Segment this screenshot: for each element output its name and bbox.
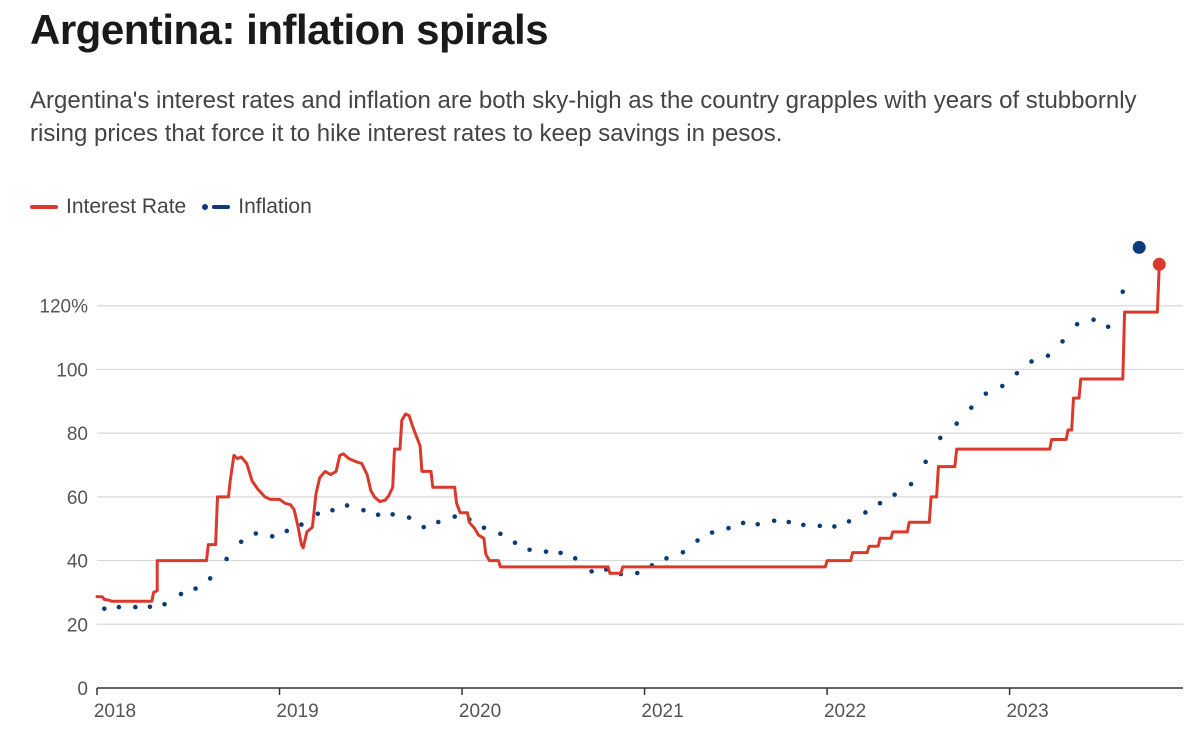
inflation-point <box>452 514 458 519</box>
chart-subtitle: Argentina's interest rates and inflation… <box>30 87 1137 147</box>
inflation-point <box>299 522 304 527</box>
interest-rate-end-point <box>1152 257 1166 271</box>
inflation-point <box>162 601 167 607</box>
y-tick-label: 20 <box>67 615 88 636</box>
inflation-point <box>832 524 837 529</box>
inflation-point <box>709 530 715 535</box>
x-tick-label: 2018 <box>94 701 136 722</box>
inflation-point <box>1029 359 1034 364</box>
legend-label-interest-rate: Interest Rate <box>66 195 187 218</box>
inflation-point <box>983 391 989 396</box>
inflation-point <box>375 512 381 517</box>
inflation-point <box>344 503 350 508</box>
inflation-end-point <box>1132 240 1146 254</box>
inflation-point <box>863 510 868 515</box>
y-tick-label: 60 <box>67 488 88 509</box>
y-tick-label: 120% <box>39 297 88 318</box>
x-tick-label: 2020 <box>459 701 501 722</box>
x-axis: 2018 2019 2020 2021 2022 2023 <box>94 687 1183 722</box>
inflation-point <box>253 531 259 536</box>
chart-title: Argentina: inflation spirals <box>30 6 549 53</box>
inflation-point <box>786 519 792 525</box>
grid-lines <box>97 305 1183 625</box>
inflation-point <box>238 539 244 545</box>
legend: Interest Rate Inflation <box>30 193 328 221</box>
x-tick-label: 2019 <box>276 701 318 722</box>
inflation-point <box>968 405 974 410</box>
inflation-point <box>133 604 138 610</box>
inflation-point <box>512 540 518 546</box>
y-tick-label: 0 <box>77 679 88 700</box>
inflation-point <box>1091 317 1096 323</box>
inflation-point <box>937 435 943 441</box>
inflation-point <box>193 586 198 591</box>
inflation-point <box>908 481 914 487</box>
inflation-point <box>801 522 806 528</box>
inflation-point <box>481 525 487 531</box>
series-interest-rate <box>95 257 1166 603</box>
inflation-point <box>877 500 883 506</box>
inflation-point <box>361 507 366 513</box>
legend-item-interest-rate: Interest Rate <box>30 195 186 219</box>
inflation-point <box>1120 289 1126 294</box>
inflation-point <box>543 549 549 554</box>
inflation-point <box>147 604 153 610</box>
inflation-point <box>178 591 184 597</box>
y-axis-tick-labels: 0 20 40 60 80 100 120% <box>39 297 88 700</box>
inflation-point <box>315 511 321 517</box>
inflation-point <box>436 519 441 525</box>
inflation-point <box>755 521 761 527</box>
inflation-point <box>1014 370 1020 376</box>
inflation-point <box>954 421 959 426</box>
x-tick-label: 2022 <box>824 701 866 722</box>
inflation-point <box>330 507 335 513</box>
y-tick-label: 40 <box>67 552 88 573</box>
inflation-point <box>1105 324 1111 330</box>
inflation-swatch-icon <box>202 204 231 210</box>
y-tick-label: 100 <box>56 360 88 381</box>
inflation-point <box>284 528 290 534</box>
inflation-point <box>634 570 640 576</box>
inflation-point <box>892 492 897 497</box>
data-series <box>95 240 1166 611</box>
inflation-point <box>1060 339 1065 344</box>
inflation-point <box>1000 383 1005 389</box>
inflation-point <box>116 604 122 610</box>
inflation-point <box>740 520 746 526</box>
x-tick-label: 2021 <box>641 701 683 722</box>
interest-rate-swatch-icon <box>30 205 58 209</box>
inflation-point <box>102 606 107 611</box>
inflation-point <box>680 549 686 555</box>
inflation-point <box>572 556 578 561</box>
x-tick-label: 2023 <box>1006 701 1048 722</box>
inflation-point <box>695 538 700 543</box>
legend-label-inflation: Inflation <box>238 195 312 218</box>
legend-item-inflation: Inflation <box>202 195 312 219</box>
series-inflation <box>102 240 1146 611</box>
inflation-point <box>390 512 395 517</box>
inflation-point <box>421 524 427 530</box>
inflation-point <box>498 531 503 537</box>
inflation-point <box>527 547 532 553</box>
inflation-point <box>589 569 594 574</box>
inflation-point <box>207 576 213 581</box>
inflation-point <box>817 523 823 529</box>
inflation-point <box>664 556 669 561</box>
inflation-point <box>726 525 731 531</box>
inflation-point <box>846 519 852 524</box>
inflation-point <box>771 518 777 524</box>
inflation-point <box>269 534 275 539</box>
inflation-point <box>558 550 563 556</box>
inflation-point <box>406 515 412 520</box>
y-tick-label: 80 <box>67 424 88 445</box>
inflation-point <box>1045 353 1051 359</box>
inflation-point <box>1074 321 1080 327</box>
inflation-point <box>224 556 229 562</box>
inflation-point <box>923 459 928 465</box>
interest-rate-line <box>95 262 1161 603</box>
